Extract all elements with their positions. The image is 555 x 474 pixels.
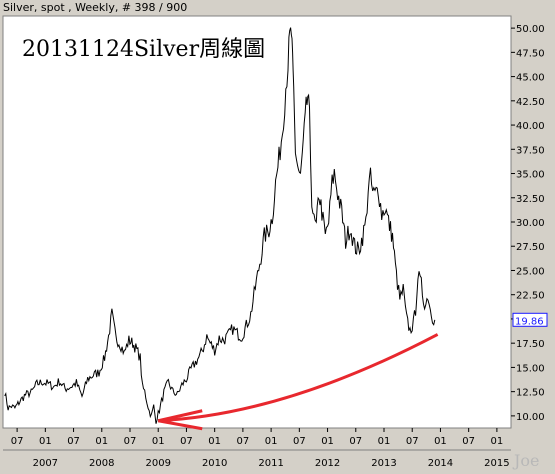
x-tick-label: 07	[406, 436, 419, 447]
x-tick-label: 07	[11, 436, 24, 447]
x-tick-label: 07	[237, 436, 250, 447]
y-axis: 10.0012.5015.0017.5020.0022.5025.0027.50…	[511, 24, 545, 423]
x-tick-label: 07	[462, 436, 475, 447]
x-year-label: 2015	[484, 458, 509, 469]
x-tick-label: 01	[491, 436, 504, 447]
x-tick-label: 01	[378, 436, 391, 447]
x-tick-label: 01	[39, 436, 52, 447]
y-tick-label: 50.00	[516, 24, 545, 35]
last-price-marker: 19.86	[512, 312, 548, 327]
y-tick-label: 30.00	[516, 218, 545, 229]
x-tick-label: 07	[180, 436, 193, 447]
x-tick-label: 01	[95, 436, 108, 447]
y-tick-label: 37.50	[516, 145, 545, 156]
y-tick-label: 40.00	[516, 121, 545, 132]
y-tick-label: 15.00	[516, 363, 545, 374]
x-tick-label: 01	[208, 436, 221, 447]
chart-header: Silver, spot , Weekly, # 398 / 900	[3, 1, 188, 14]
last-price-label: 19.86	[515, 316, 544, 327]
y-tick-label: 17.50	[516, 339, 545, 350]
y-tick-label: 25.00	[516, 266, 545, 277]
x-year-label: 2010	[202, 458, 227, 469]
x-tick-label: 01	[434, 436, 447, 447]
x-tick-label: 01	[321, 436, 334, 447]
x-axis: 07 01 2007 07 01 2008 07 01 2009 07 01 2010 07 01 2011…	[3, 428, 511, 469]
x-year-label: 2014	[428, 458, 453, 469]
x-year-label: 2008	[89, 458, 114, 469]
watermark: Joe	[512, 451, 540, 470]
arrow-shaft	[158, 333, 439, 423]
series-layer	[4, 27, 436, 424]
plot-area	[2, 15, 512, 429]
x-tick-label: 07	[293, 436, 306, 447]
last-price-box	[512, 312, 548, 327]
y-tick-label: 47.50	[516, 48, 545, 59]
x-tick-label: 01	[152, 436, 165, 447]
y-tick-label: 22.50	[516, 291, 545, 302]
x-year-label: 2012	[315, 458, 340, 469]
arrow-head-lower	[157, 419, 203, 431]
y-tick-label: 45.00	[516, 73, 545, 84]
annotation-arrow	[157, 333, 439, 431]
y-tick-label: 42.50	[516, 97, 545, 108]
x-tick-label: 07	[67, 436, 80, 447]
x-tick-label: 01	[265, 436, 278, 447]
x-year-label: 2013	[371, 458, 396, 469]
series-line-0	[4, 27, 436, 424]
y-tick-label: 10.00	[516, 412, 545, 423]
y-tick-label: 27.50	[516, 242, 545, 253]
x-year-label: 2011	[258, 458, 283, 469]
x-tick-label: 07	[349, 436, 362, 447]
x-tick-label: 07	[124, 436, 137, 447]
y-tick-label: 32.50	[516, 194, 545, 205]
arrow-head-upper	[157, 409, 203, 423]
y-tick-label: 35.00	[516, 170, 545, 181]
y-tick-label: 12.50	[516, 388, 545, 399]
x-year-label: 2007	[33, 458, 58, 469]
x-year-label: 2009	[145, 458, 170, 469]
chart-title: 20131124Silver周線圖	[22, 37, 265, 62]
